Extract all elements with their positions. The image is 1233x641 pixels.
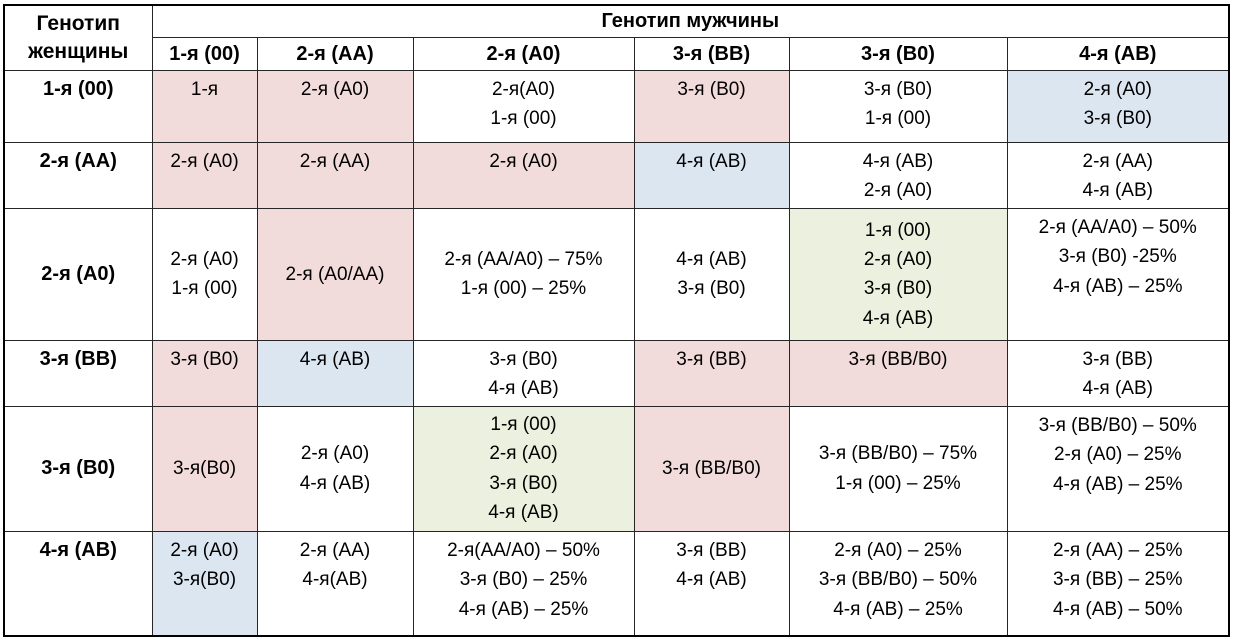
result-cell: 2-я(АА/А0) – 50% 3-я (В0) – 25% 4-я (АВ)… [412, 530, 635, 637]
col-header-6: 4-я (АВ) [1006, 37, 1230, 71]
table-row: 3-я (В0) 3-я(В0) 2-я (А0) 4-я (АВ) 1-я (… [3, 405, 1230, 532]
result-cell: 2-я (А0) [412, 142, 635, 209]
row-header: 4-я (АВ) [3, 530, 153, 637]
table-row: 3-я (ВВ) 3-я (В0) 4-я (АВ) 3-я (В0) 4-я … [3, 339, 1230, 407]
result-cell: 2-я (АА) 4-я(АВ) [256, 530, 414, 637]
table-row: 2-я (АА) 2-я (А0) 2-я (АА) 2-я (А0) 4-я … [3, 142, 1230, 209]
result-cell: 3-я (ВВ/В0) – 75% 1-я (00) – 25% [788, 405, 1008, 532]
row-header: 3-я (ВВ) [3, 339, 153, 407]
result-cell: 2-я (АА/А0) – 75% 1-я (00) – 25% [412, 207, 635, 341]
col-header-5: 3-я (В0) [788, 37, 1008, 71]
result-cell: 2-я(А0) 1-я (00) [412, 70, 635, 143]
result-cell: 4-я (АВ) [633, 142, 790, 209]
result-cell: 3-я(В0) [151, 405, 258, 532]
result-cell: 3-я (ВВ) 4-я (АВ) [633, 530, 790, 637]
result-cell: 3-я (ВВ/В0) [633, 405, 790, 532]
result-cell: 3-я (ВВ) [633, 339, 790, 407]
result-cell: 3-я (В0) 1-я (00) [788, 70, 1008, 143]
result-cell: 1-я (00) 2-я (А0) 3-я (В0) 4-я (АВ) [788, 207, 1008, 341]
header-row-columns: 1-я (00) 2-я (АА) 2-я (А0) 3-я (ВВ) 3-я … [4, 37, 1230, 71]
table-row: 4-я (АВ) 2-я (А0) 3-я(В0) 2-я (АА) 4-я(А… [3, 530, 1230, 637]
result-cell: 1-я [151, 70, 258, 143]
result-cell: 2-я (АА) – 25% 3-я (ВВ) – 25% 4-я (АВ) –… [1006, 530, 1230, 637]
result-cell: 3-я (ВВ/В0) – 50% 2-я (А0) – 25% 4-я (АВ… [1006, 405, 1230, 532]
result-cell: 2-я (А0) [256, 70, 414, 143]
result-cell: 2-я (А0) 1-я (00) [151, 207, 258, 341]
result-cell: 2-я (АА) 4-я (АВ) [1006, 142, 1230, 209]
result-cell: 2-я (А0) 4-я (АВ) [256, 405, 414, 532]
row-header: 1-я (00) [3, 70, 153, 143]
result-cell: 2-я (А0/АА) [256, 207, 414, 341]
result-cell: 2-я (АА) [256, 142, 414, 209]
result-cell: 2-я (А0) 3-я(В0) [151, 530, 258, 637]
result-cell: 3-я (В0) 4-я (АВ) [412, 339, 635, 407]
result-cell: 1-я (00) 2-я (А0) 3-я (В0) 4-я (АВ) [412, 405, 635, 532]
result-cell: 3-я (В0) [151, 339, 258, 407]
result-cell: 2-я (А0) – 25% 3-я (ВВ/В0) – 50% 4-я (АВ… [788, 530, 1008, 637]
row-header: 2-я (АА) [3, 142, 153, 209]
corner-header-woman-genotype: Генотип женщины [3, 4, 153, 71]
col-header-3: 2-я (А0) [412, 37, 635, 71]
genotype-table: Генотип женщины Генотип мужчины 1-я (00)… [3, 4, 1230, 638]
row-header: 2-я (А0) [3, 207, 153, 341]
header-row-man: Генотип женщины Генотип мужчины [3, 4, 1230, 71]
result-cell: 3-я (ВВ) 4-я (АВ) [1006, 339, 1230, 407]
result-cell: 4-я (АВ) [256, 339, 414, 407]
result-cell: 4-я (АВ) 2-я (А0) [788, 142, 1008, 209]
result-cell: 2-я (А0) [151, 142, 258, 209]
result-cell: 3-я (ВВ/В0) [788, 339, 1008, 407]
result-cell: 2-я (А0) 3-я (В0) [1006, 70, 1230, 143]
col-header-1: 1-я (00) [151, 37, 258, 71]
table-row: 2-я (А0) 2-я (А0) 1-я (00) 2-я (А0/АА) 2… [3, 207, 1230, 341]
result-cell: 4-я (АВ) 3-я (В0) [633, 207, 790, 341]
row-header: 3-я (В0) [3, 405, 153, 532]
man-genotype-header: Генотип мужчины [151, 4, 1230, 38]
table-row: 1-я (00) 1-я 2-я (А0) 2-я(А0) 1-я (00) 3… [3, 70, 1230, 143]
col-header-4: 3-я (ВВ) [633, 37, 790, 71]
result-cell: 2-я (АА/А0) – 50% 3-я (В0) -25% 4-я (АВ)… [1006, 207, 1230, 341]
col-header-2: 2-я (АА) [256, 37, 414, 71]
result-cell: 3-я (В0) [633, 70, 790, 143]
